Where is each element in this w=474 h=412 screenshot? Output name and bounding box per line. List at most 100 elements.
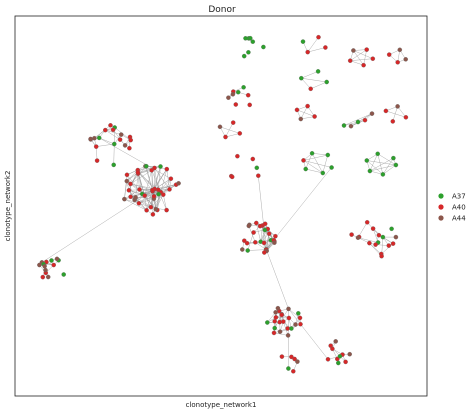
network-node (299, 75, 304, 81)
network-node (152, 165, 157, 171)
network-edge (225, 133, 240, 138)
network-edge (296, 109, 315, 117)
network-edge (157, 166, 161, 190)
network-node (161, 192, 166, 197)
network-node (308, 86, 313, 92)
network-edge (357, 113, 373, 123)
network-node (294, 107, 300, 113)
network-node (325, 152, 331, 158)
network-node (247, 102, 252, 108)
network-edge (322, 154, 329, 174)
network-node (127, 145, 132, 151)
network-edge (350, 49, 367, 61)
network-node (251, 230, 256, 235)
network-node (271, 330, 277, 336)
network-node (395, 104, 400, 109)
network-edge (113, 143, 115, 165)
network-edge (307, 37, 319, 53)
network-node (153, 206, 159, 212)
network-node (248, 35, 253, 41)
network-node (164, 207, 169, 213)
network-node (93, 144, 99, 149)
network-node (150, 212, 156, 217)
network-node (364, 220, 370, 225)
network-node (367, 240, 372, 246)
network-node (369, 111, 375, 116)
network-node (254, 220, 259, 226)
network-edge (303, 154, 328, 161)
network-node (347, 58, 353, 63)
network-node (303, 166, 308, 172)
network-node (324, 79, 329, 85)
network-node (386, 52, 392, 57)
network-node (296, 311, 301, 316)
network-node (333, 339, 338, 344)
network-node (266, 231, 272, 236)
network-node (117, 137, 123, 142)
network-node (254, 165, 260, 171)
network-edge (300, 105, 308, 120)
network-node (348, 123, 354, 129)
network-node (390, 241, 396, 246)
network-edge (99, 137, 115, 145)
network-node (111, 162, 116, 168)
network-node (351, 48, 356, 53)
network-node (403, 115, 409, 120)
network-node (300, 39, 306, 44)
network-node (262, 227, 268, 233)
network-node (45, 274, 51, 280)
plot-area-frame (14, 15, 428, 397)
network-edge (137, 172, 145, 196)
network-node (244, 240, 250, 246)
network-node (133, 195, 138, 200)
network-node (341, 123, 347, 128)
network-node (279, 354, 285, 359)
network-node (226, 95, 231, 100)
network-node (265, 320, 270, 325)
network-node (312, 114, 317, 119)
network-edge (392, 106, 398, 122)
network-edge (357, 237, 379, 243)
network-node (94, 158, 100, 163)
network-edge (94, 129, 106, 139)
network-edge (305, 153, 313, 170)
network-node (336, 360, 341, 366)
network-edge (353, 50, 373, 59)
network-node (136, 201, 142, 206)
network-edge (301, 71, 319, 79)
network-edge (303, 160, 332, 168)
network-node (395, 60, 400, 65)
network-node (246, 223, 252, 229)
network-node (168, 176, 174, 181)
network-node (241, 85, 246, 90)
network-node (298, 321, 303, 327)
network-node (96, 135, 102, 141)
network-node (272, 240, 277, 245)
network-edge (273, 332, 289, 336)
network-node (126, 188, 132, 193)
network-node (375, 151, 380, 157)
network-node (301, 158, 306, 163)
network-node (235, 89, 241, 95)
network-edge (144, 170, 152, 196)
network-node (233, 102, 239, 107)
network-nodes (37, 34, 409, 374)
network-node (293, 322, 298, 327)
network-edge (41, 178, 172, 263)
network-edge (128, 172, 139, 191)
network-node (108, 123, 113, 128)
network-edge (382, 164, 397, 175)
network-edge (105, 129, 122, 135)
network-edge (137, 173, 140, 190)
network-node (367, 168, 373, 174)
network-edge (305, 168, 323, 174)
network-edge (288, 308, 301, 319)
network-edge (258, 175, 267, 250)
network-edge (263, 228, 268, 243)
network-node (380, 234, 386, 240)
network-node (253, 240, 258, 245)
network-node (49, 258, 54, 263)
network-node (246, 50, 251, 55)
network-node (370, 56, 376, 61)
legend: A37 A40 A44 (438, 193, 466, 223)
